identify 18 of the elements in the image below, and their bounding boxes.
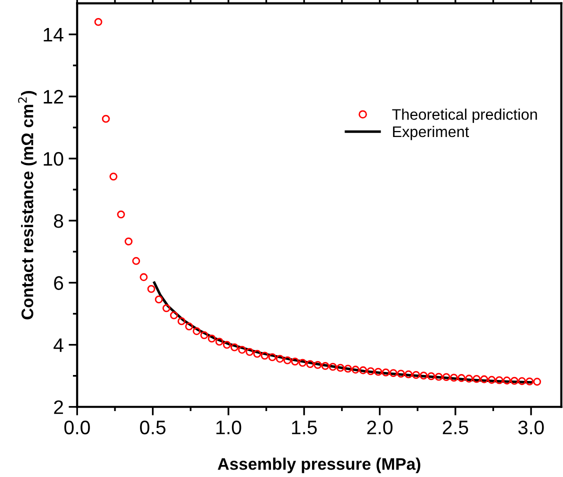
x-tick-label: 2.0 (367, 420, 392, 434)
y-tick-label: 8 (54, 214, 64, 228)
y-axis-title: Contact resistance (mΩ cm$^{2}$) (18, 91, 37, 320)
y-tick-label: 12 (44, 90, 63, 104)
legend-label: Theoretical prediction (392, 108, 537, 123)
x-tick-label: 1.5 (292, 420, 317, 434)
y-tick-label: 6 (54, 276, 64, 290)
y-tick-label: 2 (54, 400, 63, 414)
y-tick-label: 14 (44, 28, 64, 42)
y-tick-label: 10 (44, 152, 64, 166)
legend-label: Experiment (393, 126, 469, 140)
x-tick-label: 0.5 (140, 420, 166, 434)
x-tick-label: 1.0 (216, 420, 242, 434)
x-tick-label: 0.0 (64, 420, 90, 434)
x-tick-label: 2.5 (442, 420, 468, 434)
x-axis-title: Assembly pressure (MPa) (218, 458, 420, 474)
y-tick-label: 4 (54, 338, 64, 352)
x-tick-label: 3.0 (518, 420, 544, 434)
